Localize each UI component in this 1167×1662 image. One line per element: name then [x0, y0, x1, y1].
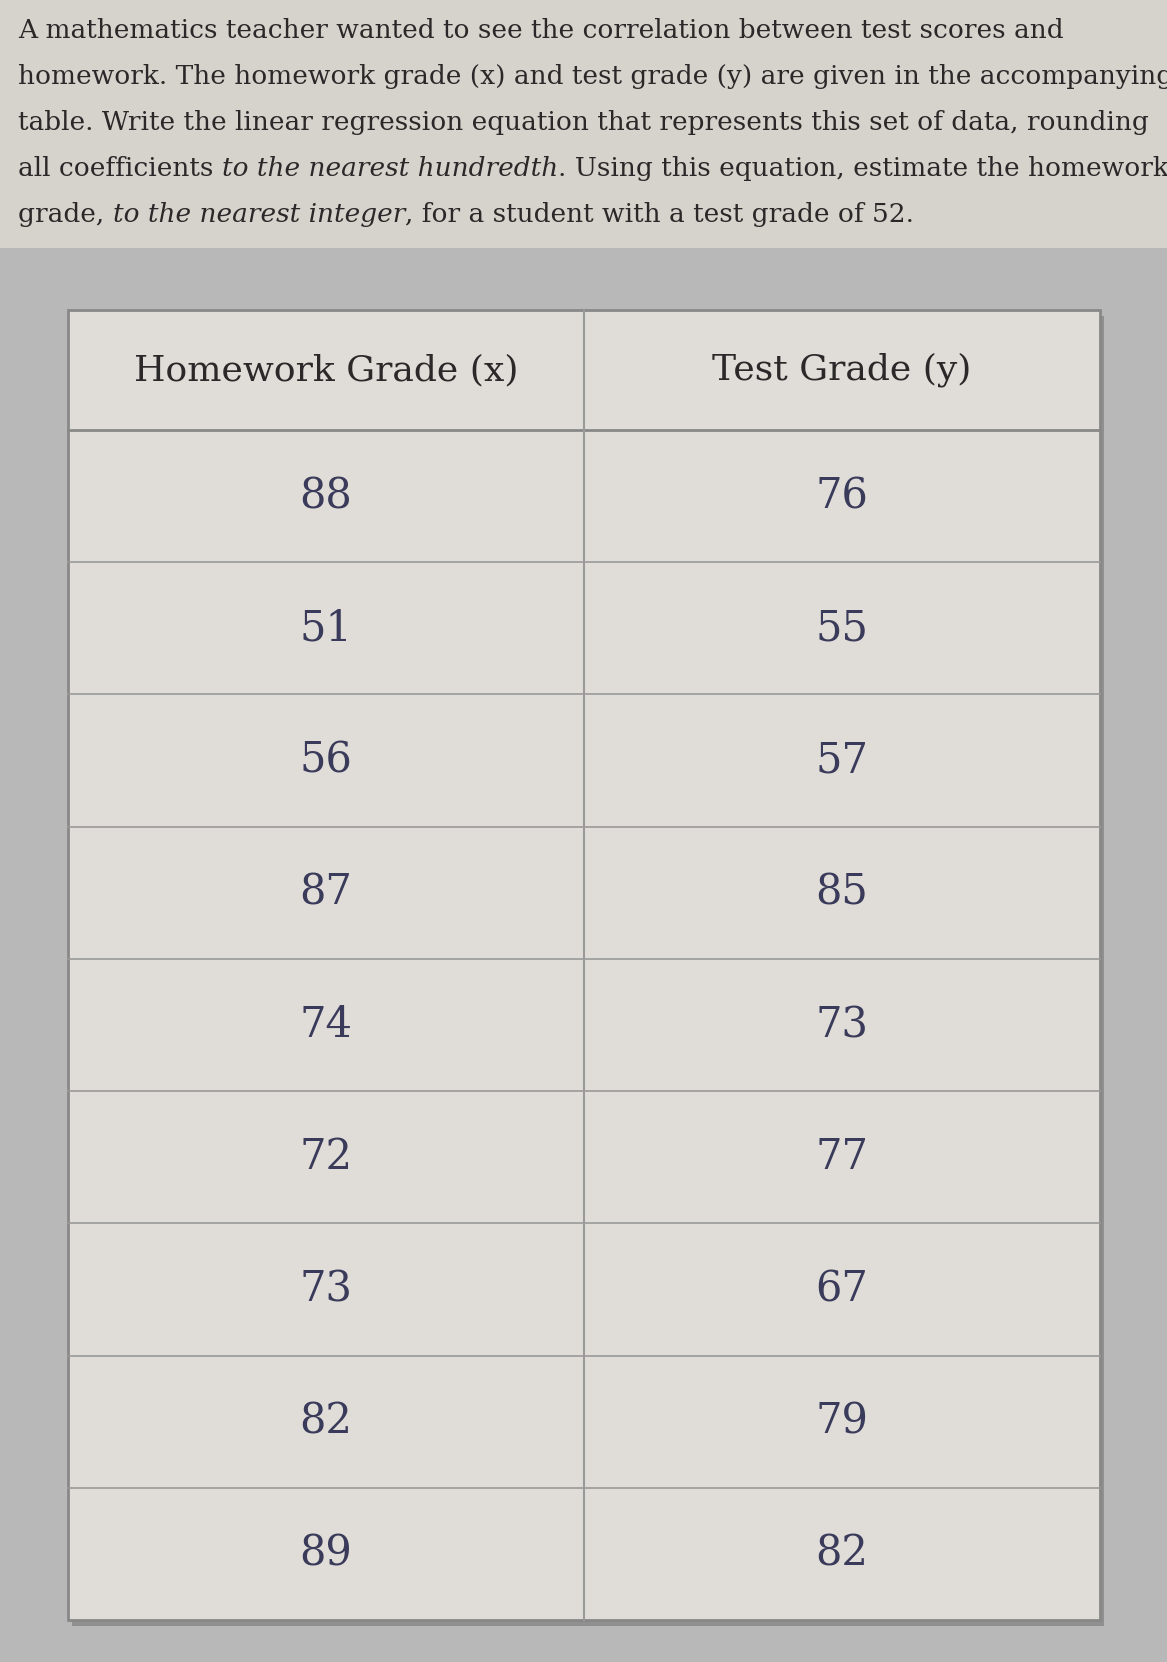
Text: to the nearest integer: to the nearest integer — [113, 203, 405, 228]
Text: 55: 55 — [816, 607, 868, 650]
FancyBboxPatch shape — [0, 0, 1167, 248]
Text: 57: 57 — [816, 740, 868, 781]
Text: 88: 88 — [300, 475, 352, 517]
Text: 73: 73 — [300, 1268, 352, 1310]
Text: 87: 87 — [300, 873, 352, 914]
Text: homework. The homework grade (x) and test grade (y) are given in the accompanyin: homework. The homework grade (x) and tes… — [18, 65, 1167, 90]
Text: , for a student with a test grade of 52.: , for a student with a test grade of 52. — [405, 203, 914, 228]
FancyBboxPatch shape — [72, 316, 1104, 1625]
Text: 79: 79 — [816, 1401, 868, 1443]
Text: A mathematics teacher wanted to see the correlation between test scores and: A mathematics teacher wanted to see the … — [18, 18, 1063, 43]
Text: . Using this equation, estimate the homework: . Using this equation, estimate the home… — [558, 156, 1167, 181]
Text: 74: 74 — [300, 1004, 352, 1045]
Text: 76: 76 — [816, 475, 868, 517]
FancyBboxPatch shape — [68, 311, 1100, 1620]
Text: grade,: grade, — [18, 203, 113, 228]
Text: 56: 56 — [300, 740, 352, 781]
Text: 77: 77 — [816, 1137, 868, 1178]
Text: table. Write the linear regression equation that represents this set of data, ro: table. Write the linear regression equat… — [18, 110, 1148, 135]
Text: 72: 72 — [300, 1137, 352, 1178]
Text: to the nearest hundredth: to the nearest hundredth — [222, 156, 558, 181]
Text: Homework Grade (x): Homework Grade (x) — [134, 352, 518, 387]
Text: 73: 73 — [816, 1004, 868, 1045]
Text: 85: 85 — [816, 873, 868, 914]
Text: 82: 82 — [300, 1401, 352, 1443]
Text: Test Grade (y): Test Grade (y) — [712, 352, 972, 387]
Text: 51: 51 — [300, 607, 352, 650]
Text: 89: 89 — [300, 1532, 352, 1576]
Text: 82: 82 — [816, 1532, 868, 1576]
Text: all coefficients: all coefficients — [18, 156, 222, 181]
Text: 67: 67 — [816, 1268, 868, 1310]
